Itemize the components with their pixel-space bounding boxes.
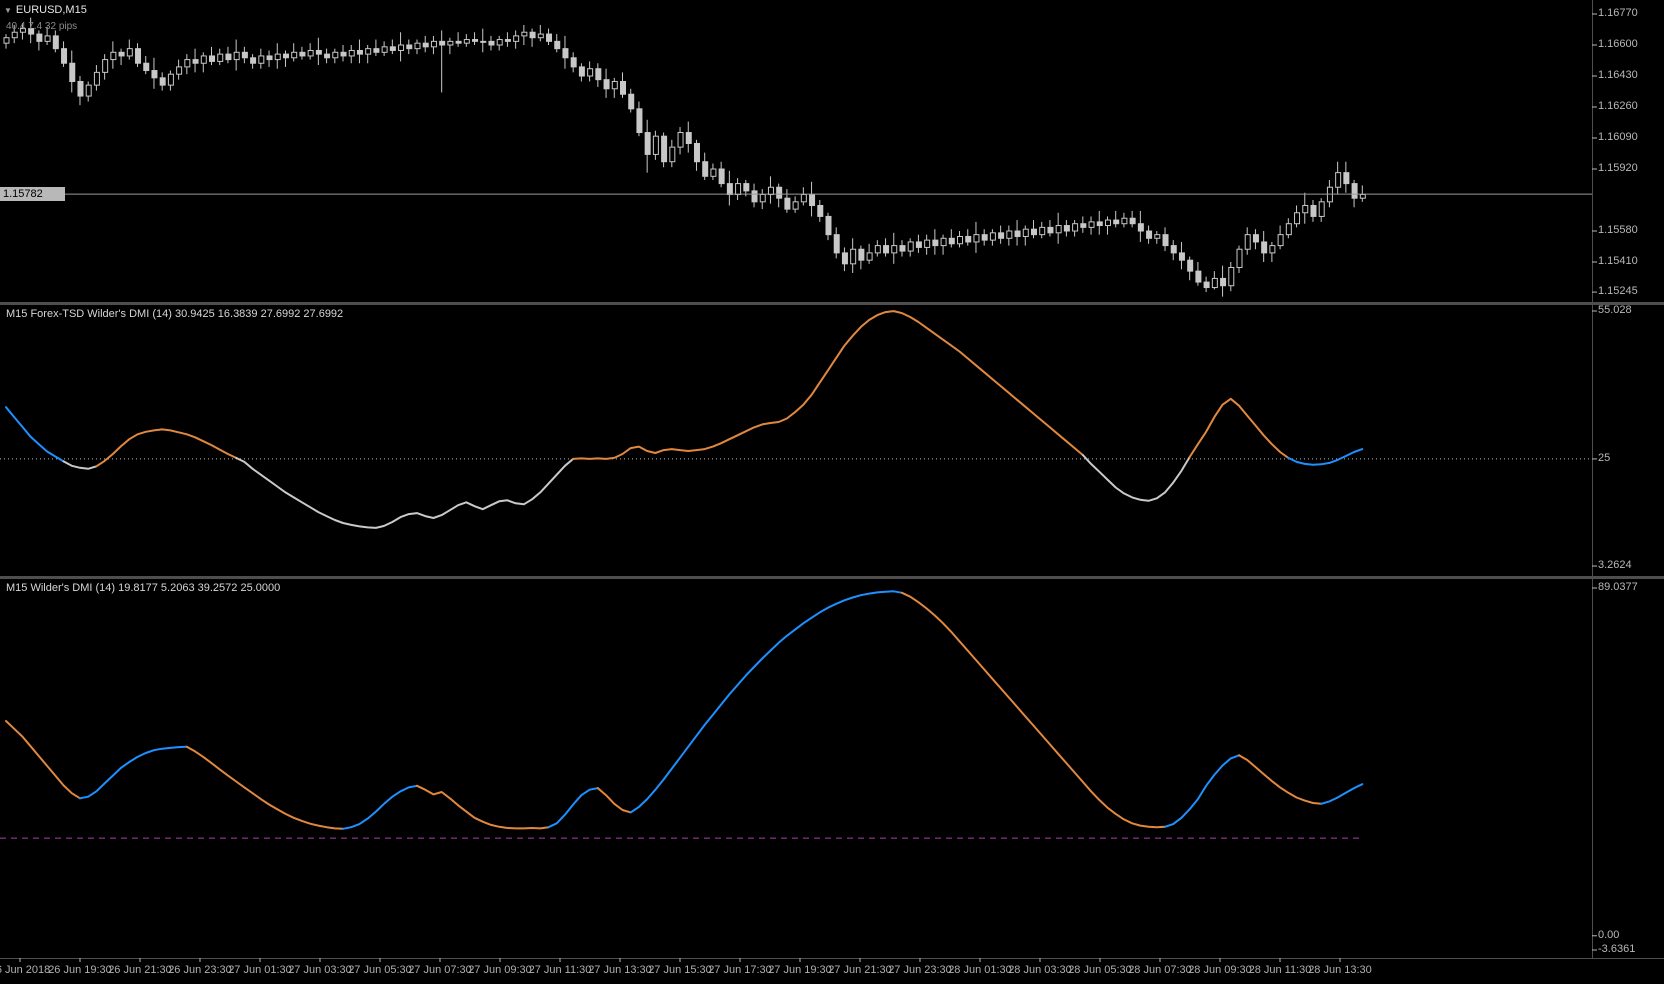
time-tick-label: 26 Jun 19:30: [48, 964, 112, 976]
current-price-tag: 1.15782: [0, 187, 65, 202]
price-tick-label: 1.15920: [1598, 162, 1638, 174]
time-tick-label: 27 Jun 21:30: [828, 964, 892, 976]
time-tick-label: 27 Jun 17:30: [708, 964, 772, 976]
one-click-trading-icon[interactable]: ▼: [4, 6, 12, 15]
chart-header: ▼ EURUSD,M15: [4, 4, 87, 16]
time-tick-label: 27 Jun 23:30: [888, 964, 952, 976]
indicator-scale-label: 0.00: [1598, 928, 1620, 941]
time-tick-label: 27 Jun 19:30: [768, 964, 832, 976]
price-tick-label: 1.15580: [1598, 224, 1638, 236]
price-tick-label: 1.15410: [1598, 255, 1638, 267]
indicator2-title: M15 Wilder's DMI (14) 19.8177 5.2063 39.…: [6, 582, 281, 594]
indicator-scale-label: -3.6361: [1598, 942, 1636, 955]
time-tick-label: 26 Jun 2018: [0, 964, 51, 976]
pips-info-label: 40.4 7.4 32 pips: [6, 21, 78, 32]
time-tick-label: 27 Jun 13:30: [588, 964, 652, 976]
time-tick-label: 27 Jun 03:30: [288, 964, 352, 976]
time-tick-label: 27 Jun 01:30: [228, 964, 292, 976]
price-tick-label: 1.16600: [1598, 38, 1638, 50]
time-tick-label: 27 Jun 05:30: [348, 964, 412, 976]
time-tick-label: 28 Jun 09:30: [1188, 964, 1252, 976]
time-tick-label: 28 Jun 01:30: [948, 964, 1012, 976]
price-tick-label: 1.16090: [1598, 131, 1638, 143]
price-tick-label: 1.15245: [1598, 285, 1638, 298]
price-scale[interactable]: [1592, 0, 1664, 958]
time-tick-label: 28 Jun 11:30: [1248, 964, 1312, 976]
time-axis[interactable]: [0, 958, 1664, 984]
time-tick-label: 28 Jun 03:30: [1008, 964, 1072, 976]
price-tick-label: 1.16770: [1598, 7, 1638, 19]
price-tick-label: 1.16430: [1598, 69, 1638, 81]
time-tick-label: 27 Jun 15:30: [648, 964, 712, 976]
indicator-scale-label: 89.0377: [1598, 581, 1638, 593]
time-tick-label: 27 Jun 11:30: [528, 964, 592, 976]
time-tick-label: 26 Jun 23:30: [168, 964, 232, 976]
time-tick-label: 26 Jun 21:30: [108, 964, 172, 976]
indicator1-title: M15 Forex-TSD Wilder's DMI (14) 30.9425 …: [6, 308, 344, 320]
time-tick-label: 28 Jun 13:30: [1308, 964, 1372, 976]
symbol-period-label: EURUSD,M15: [15, 4, 87, 16]
price-tick-label: 1.16260: [1598, 100, 1638, 112]
time-tick-label: 28 Jun 07:30: [1128, 964, 1192, 976]
time-tick-label: 28 Jun 05:30: [1068, 964, 1132, 976]
indicator-scale-label: 25: [1598, 451, 1611, 464]
indicator-scale-label: 55.028: [1598, 304, 1632, 316]
time-tick-label: 27 Jun 07:30: [408, 964, 472, 976]
time-tick-label: 27 Jun 09:30: [468, 964, 532, 976]
indicator-scale-label: 3.2624: [1598, 559, 1632, 572]
